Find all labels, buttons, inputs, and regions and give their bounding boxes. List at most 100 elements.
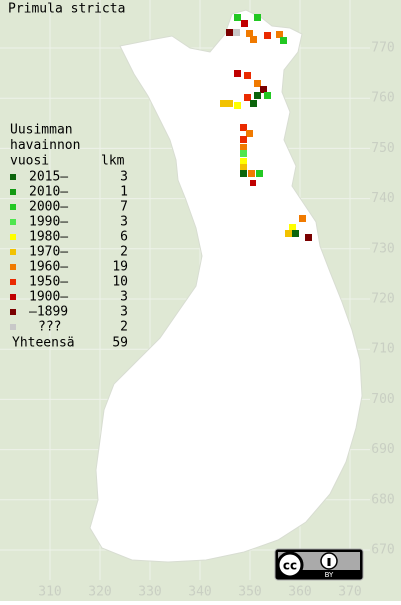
by-icon-body	[327, 558, 331, 566]
observation	[305, 234, 312, 241]
cc-icon	[276, 551, 304, 579]
observation	[285, 230, 292, 237]
observation	[280, 37, 287, 44]
total-count: 59	[112, 336, 128, 351]
legend-swatch	[10, 234, 16, 240]
observation	[234, 102, 241, 109]
y-coordinate-label: 700	[371, 392, 394, 407]
legend-label: 1900–	[29, 290, 68, 305]
observation	[250, 180, 256, 186]
legend-swatch	[10, 294, 16, 300]
observation	[254, 92, 261, 99]
legend-label: 2010–	[29, 185, 68, 200]
x-coordinate-label: 360	[288, 585, 311, 600]
legend-label: 1990–	[29, 215, 68, 230]
legend-count: 2	[120, 245, 128, 260]
legend-swatch	[10, 174, 16, 180]
legend-count: 3	[120, 290, 128, 305]
observation	[250, 100, 257, 107]
legend-count: 6	[120, 230, 128, 245]
total-label: Yhteensä	[12, 336, 75, 351]
legend-heading: havainnon	[10, 138, 80, 153]
y-coordinate-label: 740	[371, 191, 394, 206]
observation	[246, 130, 253, 137]
legend-count: 3	[120, 215, 128, 230]
observation	[220, 100, 227, 107]
legend-swatch	[10, 309, 16, 315]
x-coordinate-label: 370	[338, 585, 361, 600]
legend-count: 3	[120, 170, 128, 185]
legend-swatch	[10, 264, 16, 270]
observation	[246, 30, 253, 37]
observation	[256, 170, 263, 177]
y-coordinate-label: 750	[371, 141, 394, 156]
y-coordinate-label: 680	[371, 492, 394, 507]
observation	[240, 144, 247, 151]
x-coordinate-label: 320	[88, 585, 111, 600]
observation	[244, 94, 251, 101]
legend-label: 2000–	[29, 200, 68, 215]
observation	[226, 29, 233, 36]
legend-label: ???	[38, 320, 61, 335]
observation	[254, 14, 261, 21]
y-coordinate-label: 730	[371, 241, 394, 256]
observation	[260, 86, 267, 93]
observation	[264, 32, 271, 39]
observation	[244, 72, 251, 79]
legend-label: 1960–	[29, 260, 68, 275]
legend-label: –1899	[29, 305, 68, 320]
y-coordinate-label: 770	[371, 41, 394, 56]
legend-swatch	[10, 249, 16, 255]
observation	[250, 36, 257, 43]
observation-points	[220, 14, 312, 241]
y-coordinate-label: 720	[371, 292, 394, 307]
legend-swatch	[10, 324, 16, 330]
legend-label: 1980–	[29, 230, 68, 245]
observation	[248, 170, 255, 177]
x-coordinate-label: 340	[188, 585, 211, 600]
observation	[240, 164, 247, 171]
legend-swatch	[10, 204, 16, 210]
observation	[240, 150, 247, 157]
y-coordinate-label: 710	[371, 342, 394, 357]
observation	[234, 70, 241, 77]
legend-heading: Uusimman	[10, 123, 73, 138]
y-coordinate-label: 690	[371, 442, 394, 457]
observation	[254, 80, 261, 87]
x-coordinate-label: 310	[38, 585, 61, 600]
observation	[299, 215, 306, 222]
legend-count: 3	[120, 305, 128, 320]
legend-count: 10	[112, 275, 128, 290]
observation	[240, 158, 247, 165]
observation	[292, 230, 299, 237]
map-title: Primula stricta	[8, 2, 125, 17]
legend-label: 1950–	[29, 275, 68, 290]
legend-label: 1970–	[29, 245, 68, 260]
observation	[241, 20, 248, 27]
legend-count: 7	[120, 200, 128, 215]
legend-label: 2015–	[29, 170, 68, 185]
x-coordinate-label: 330	[138, 585, 161, 600]
y-coordinate-label: 760	[371, 91, 394, 106]
by-label: BY	[325, 571, 334, 579]
legend-swatch	[10, 279, 16, 285]
x-coordinate-label: 350	[238, 585, 261, 600]
license-badge: cc BY	[274, 548, 364, 581]
legend-count: 1	[120, 185, 128, 200]
legend-count: 2	[120, 320, 128, 335]
observation	[240, 136, 247, 143]
observation	[264, 92, 271, 99]
legend-count: 19	[112, 260, 128, 275]
observation	[240, 124, 247, 131]
country-outline	[89, 9, 363, 563]
observation	[240, 170, 247, 177]
observation	[289, 224, 296, 231]
legend-swatch	[10, 189, 16, 195]
observation	[234, 14, 241, 21]
observation	[233, 29, 240, 36]
observation	[226, 100, 233, 107]
legend-swatch	[10, 219, 16, 225]
observation	[276, 31, 283, 38]
